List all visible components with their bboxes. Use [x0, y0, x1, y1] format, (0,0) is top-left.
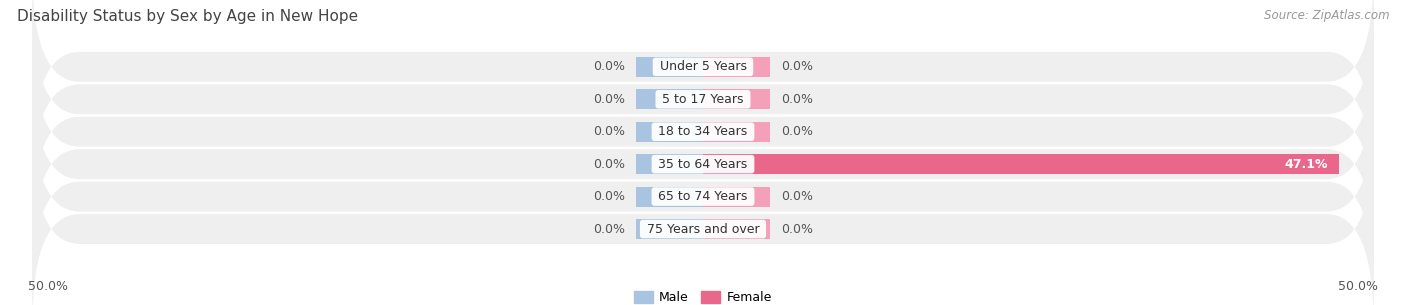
FancyBboxPatch shape	[32, 33, 1374, 230]
Bar	[703, 154, 1339, 174]
Text: 0.0%: 0.0%	[593, 158, 624, 170]
Bar	[703, 122, 770, 142]
Text: 50.0%: 50.0%	[28, 280, 67, 293]
Text: 0.0%: 0.0%	[593, 190, 624, 203]
Text: 35 to 64 Years: 35 to 64 Years	[654, 158, 752, 170]
Bar	[636, 122, 703, 142]
FancyBboxPatch shape	[32, 66, 1374, 263]
Bar	[636, 89, 703, 109]
Text: 18 to 34 Years: 18 to 34 Years	[654, 125, 752, 138]
FancyBboxPatch shape	[32, 1, 1374, 198]
Text: 5 to 17 Years: 5 to 17 Years	[658, 93, 748, 106]
FancyBboxPatch shape	[32, 131, 1374, 305]
Legend: Male, Female: Male, Female	[630, 286, 776, 305]
Text: 0.0%: 0.0%	[782, 93, 813, 106]
Text: 0.0%: 0.0%	[782, 223, 813, 235]
Text: 65 to 74 Years: 65 to 74 Years	[654, 190, 752, 203]
Text: 0.0%: 0.0%	[593, 223, 624, 235]
Text: Source: ZipAtlas.com: Source: ZipAtlas.com	[1264, 9, 1389, 22]
Bar	[636, 57, 703, 77]
Text: 0.0%: 0.0%	[782, 125, 813, 138]
Text: 0.0%: 0.0%	[782, 60, 813, 73]
Bar	[703, 57, 770, 77]
Text: 50.0%: 50.0%	[1339, 280, 1378, 293]
Text: 47.1%: 47.1%	[1285, 158, 1327, 170]
Bar	[636, 154, 703, 174]
Bar	[703, 89, 770, 109]
Text: Disability Status by Sex by Age in New Hope: Disability Status by Sex by Age in New H…	[17, 9, 359, 24]
Text: 0.0%: 0.0%	[593, 125, 624, 138]
Text: 0.0%: 0.0%	[593, 60, 624, 73]
Bar	[636, 219, 703, 239]
Text: 0.0%: 0.0%	[593, 93, 624, 106]
Text: 0.0%: 0.0%	[782, 190, 813, 203]
FancyBboxPatch shape	[32, 98, 1374, 295]
Bar	[703, 219, 770, 239]
Text: 75 Years and over: 75 Years and over	[643, 223, 763, 235]
Text: Under 5 Years: Under 5 Years	[655, 60, 751, 73]
FancyBboxPatch shape	[32, 0, 1374, 165]
Bar	[703, 187, 770, 206]
Bar	[636, 187, 703, 206]
